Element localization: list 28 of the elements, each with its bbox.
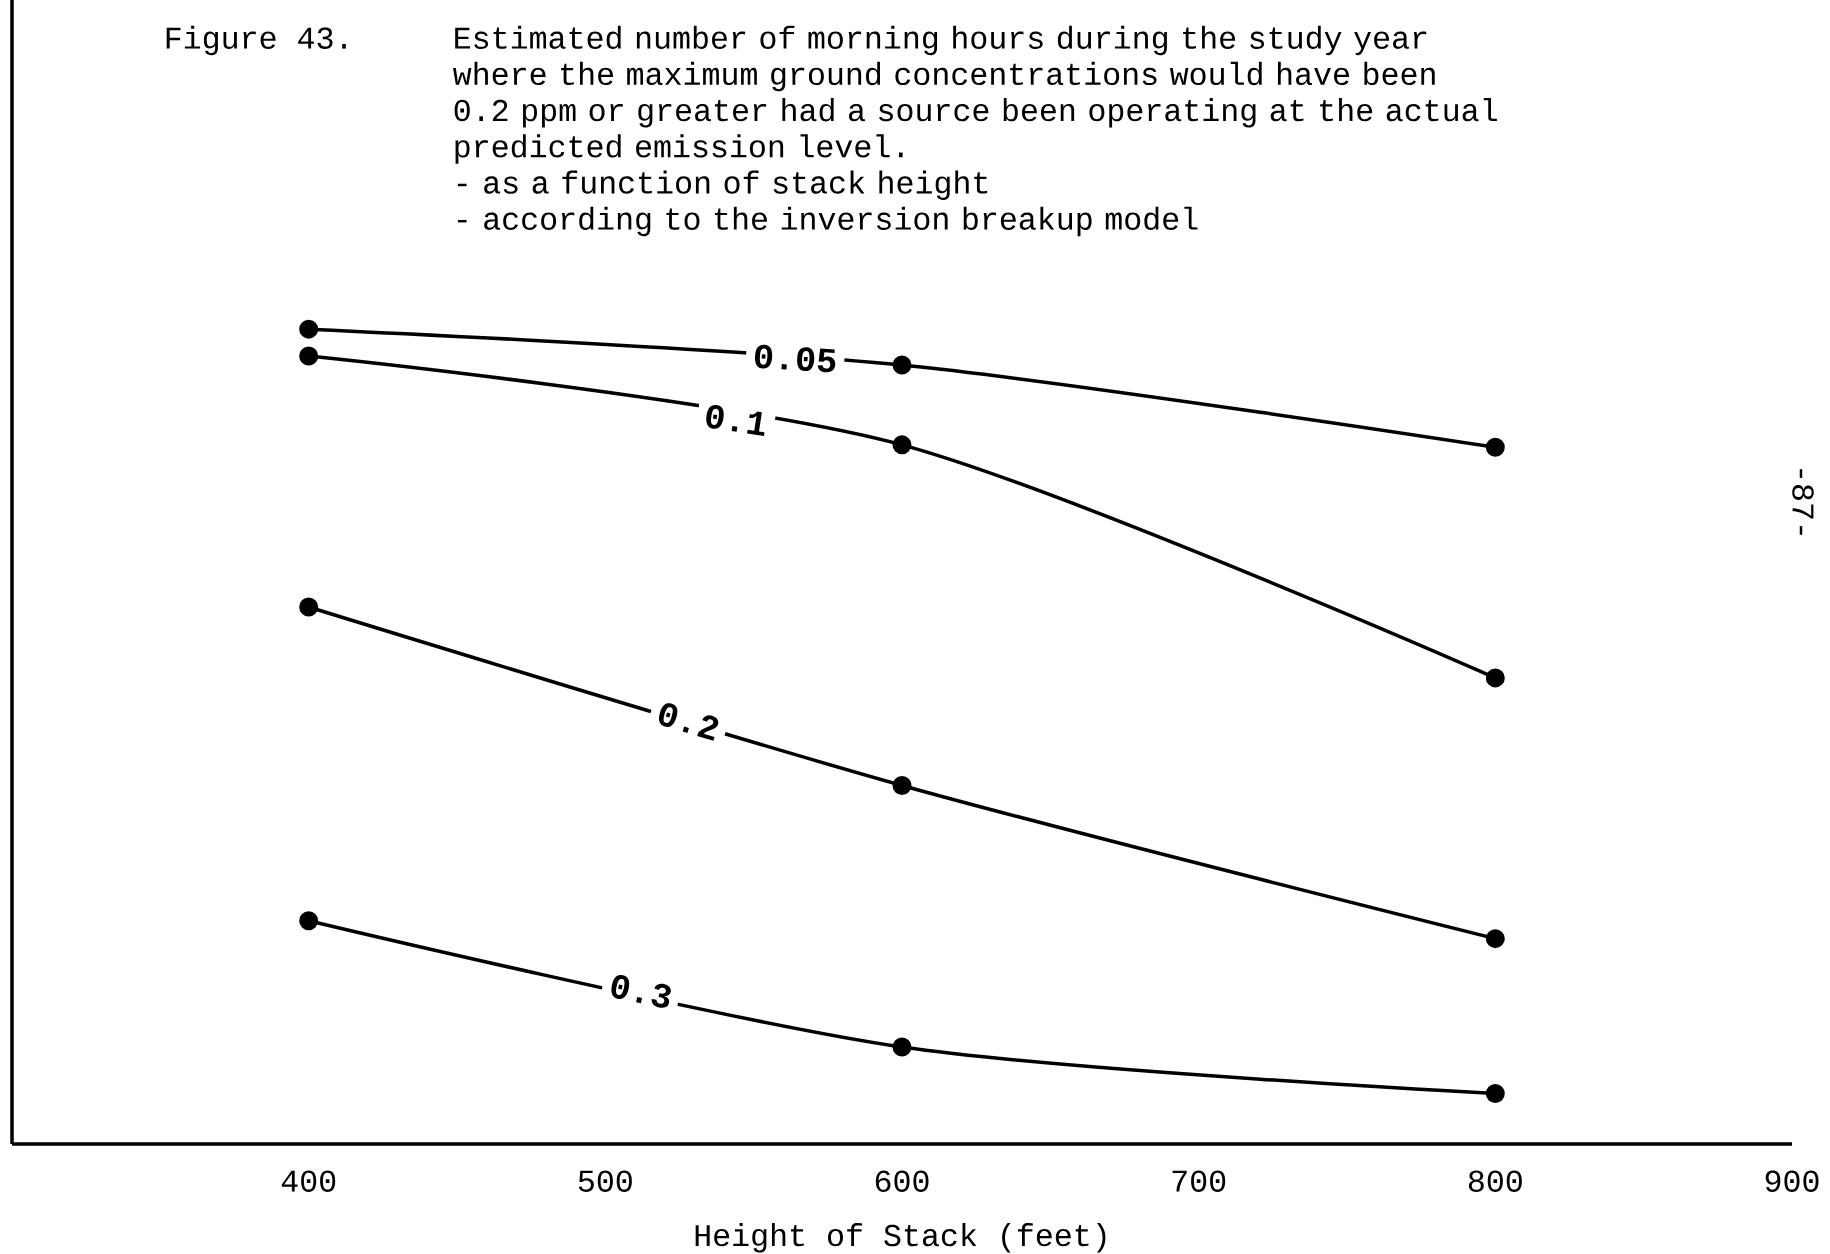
text: - as a function of stack height bbox=[457, 170, 988, 200]
text: -87- bbox=[1792, 469, 1814, 535]
point bbox=[892, 435, 912, 455]
point bbox=[299, 597, 319, 617]
x-tick-label: 900 bbox=[1765, 1170, 1819, 1192]
point bbox=[1485, 668, 1505, 688]
point bbox=[892, 355, 912, 375]
text: 0.3 bbox=[611, 975, 671, 1008]
point bbox=[1485, 929, 1505, 949]
point bbox=[892, 775, 912, 795]
x-axis-title: Height of Stack (feet) bbox=[695, 1223, 1106, 1253]
text: - according to the inversion breakup model bbox=[457, 206, 1198, 237]
text: 0.2 bbox=[658, 703, 719, 741]
x-tick-label: 800 bbox=[1468, 1170, 1522, 1192]
point bbox=[1485, 437, 1505, 457]
series-label: 0.05 bbox=[755, 344, 836, 373]
point bbox=[299, 346, 319, 366]
x-tick-label: 400 bbox=[281, 1170, 336, 1192]
point bbox=[892, 1037, 912, 1057]
chart-title: Figure 43. bbox=[166, 25, 346, 56]
point bbox=[299, 319, 319, 339]
chart-subtitle: Estimated number of morning hours during the study year where the maximum ground concentrations would have been 0.2 ppm or greater had a source been operating at the actual predicted emission level. bbox=[453, 25, 1497, 164]
point bbox=[299, 911, 319, 931]
x-tick-label: 500 bbox=[578, 1170, 632, 1192]
x-tick-label: 600 bbox=[875, 1170, 929, 1192]
point bbox=[1485, 1083, 1505, 1103]
text: 0.1 bbox=[706, 404, 765, 436]
x-tick-label: 700 bbox=[1172, 1170, 1226, 1192]
